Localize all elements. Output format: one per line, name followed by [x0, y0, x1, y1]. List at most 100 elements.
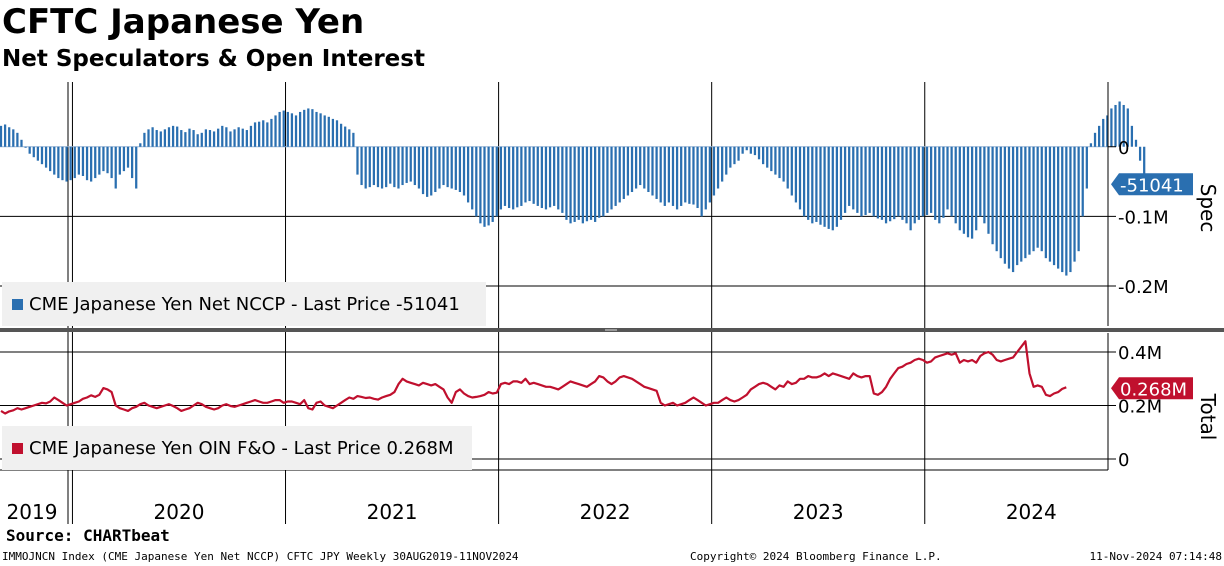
spec-bar [594, 146, 597, 222]
spec-bar [389, 146, 392, 184]
x-year-label: 2019 [7, 500, 58, 524]
spec-bar [1052, 146, 1056, 266]
spec-bar [44, 146, 48, 168]
spec-bar [1057, 146, 1060, 269]
spec-bar [598, 146, 601, 218]
spec-bar [610, 146, 613, 210]
spec-bar [934, 146, 937, 220]
spec-bar [258, 121, 261, 147]
spec-bar [114, 146, 117, 189]
spec-bar [479, 146, 482, 224]
spec-last-value-tag: -51041 [1111, 173, 1193, 196]
spec-bar [380, 146, 384, 189]
spec-bar [585, 146, 589, 222]
spec-bar [159, 131, 162, 147]
spec-bar [110, 146, 113, 179]
source-label: Source: CHARTbeat [6, 526, 170, 545]
spec-legend-bg [2, 282, 486, 326]
spec-bar [749, 146, 752, 154]
spec-bar [901, 146, 904, 220]
spec-bar [1138, 146, 1142, 161]
spec-bar [368, 146, 371, 188]
spec-bar [602, 146, 605, 217]
spec-bar [446, 146, 449, 188]
spec-bar [1134, 139, 1138, 147]
spec-bar [208, 130, 212, 147]
spec-bar [385, 146, 388, 188]
spec-bar [565, 146, 568, 220]
spec-bar [376, 146, 380, 188]
spec-bar [430, 146, 433, 196]
spec-bar [884, 146, 888, 224]
spec-bar [880, 146, 884, 220]
spec-bar [417, 146, 421, 189]
spec-bar [462, 146, 466, 196]
spec-bar [950, 146, 953, 217]
spec-bar [1003, 146, 1007, 264]
spec-bar [921, 146, 925, 217]
spec-bar [348, 129, 351, 147]
spec-bar [655, 146, 658, 199]
spec-bar [0, 125, 3, 147]
spec-bar [1065, 146, 1068, 276]
spec-bar [40, 146, 44, 165]
spec-bar [745, 146, 748, 151]
spec-bar [139, 143, 142, 147]
spec-bar [221, 125, 224, 147]
spec-bar [675, 146, 679, 210]
spec-bar [897, 146, 900, 217]
spec-bar [1085, 146, 1088, 189]
spec-bar [634, 146, 638, 189]
spec-bar [331, 118, 335, 147]
spec-bar [544, 146, 548, 210]
spec-bar [524, 146, 527, 203]
spec-bar [766, 146, 769, 168]
spec-bar [688, 146, 691, 204]
spec-ytick-label: 0 [1118, 138, 1129, 159]
spec-bar [1077, 146, 1080, 252]
x-year-label: 2022 [580, 500, 631, 524]
spec-ytick-label: -0.2M [1118, 277, 1169, 298]
spec-bar [1016, 146, 1019, 266]
spec-bar [253, 122, 257, 147]
spec-bar [192, 130, 195, 147]
spec-bar [733, 146, 736, 165]
spec-bar [1044, 146, 1047, 259]
spec-bar [397, 146, 400, 189]
spec-bar [569, 146, 572, 224]
spec-bar [1040, 146, 1043, 252]
spec-bar [1073, 146, 1076, 262]
spec-bar [893, 146, 896, 220]
spec-bar [200, 132, 203, 147]
spec-bar [1114, 104, 1117, 147]
spec-bar [958, 146, 961, 231]
footer-timestamp: 11-Nov-2024 07:14:48 [1089, 550, 1222, 563]
spec-bar [1048, 146, 1052, 262]
spec-bar [737, 146, 740, 161]
spec-bar [143, 132, 146, 147]
spec-bar [413, 146, 416, 186]
spec-bar [495, 146, 498, 217]
spec-bar [753, 146, 757, 156]
spec-bar [548, 146, 552, 208]
spec-legend-text: CME Japanese Yen Net NCCP - Last Price -… [29, 294, 460, 315]
spec-bar [946, 146, 949, 210]
spec-bar [1032, 146, 1035, 252]
spec-bar [1106, 115, 1109, 147]
spec-bar [196, 134, 199, 147]
spec-bar [876, 146, 879, 219]
spec-bar [237, 127, 240, 147]
spec-bar [458, 146, 462, 193]
spec-bar [1007, 146, 1011, 269]
spec-bar [553, 146, 556, 206]
spec-bar [794, 146, 798, 203]
spec-bar [335, 120, 339, 147]
spec-bar [1102, 118, 1105, 147]
spec-bar [852, 146, 855, 210]
spec-axis-title: Spec [1196, 184, 1220, 233]
spec-bar [692, 146, 695, 205]
spec-bar [786, 146, 789, 189]
spec-bar [1069, 146, 1072, 273]
total-axis-title: Total [1196, 393, 1220, 441]
